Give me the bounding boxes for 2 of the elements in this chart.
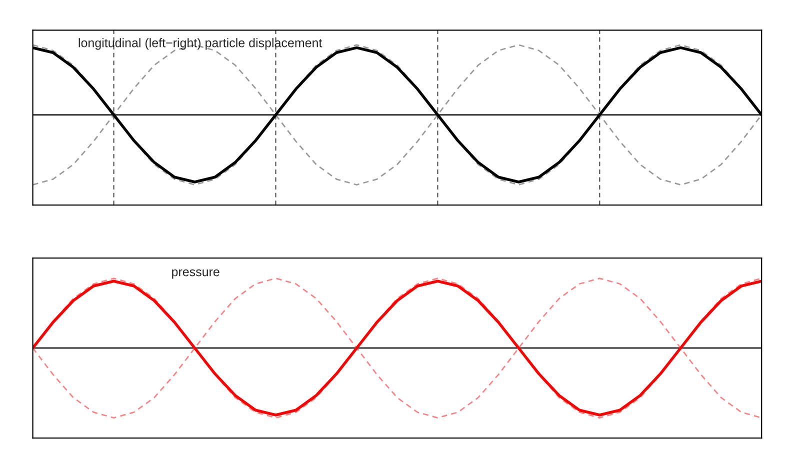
- annotation: pressure: [172, 269, 220, 279]
- annotation: longitudinal (left−right) particle displacement: [78, 38, 322, 50]
